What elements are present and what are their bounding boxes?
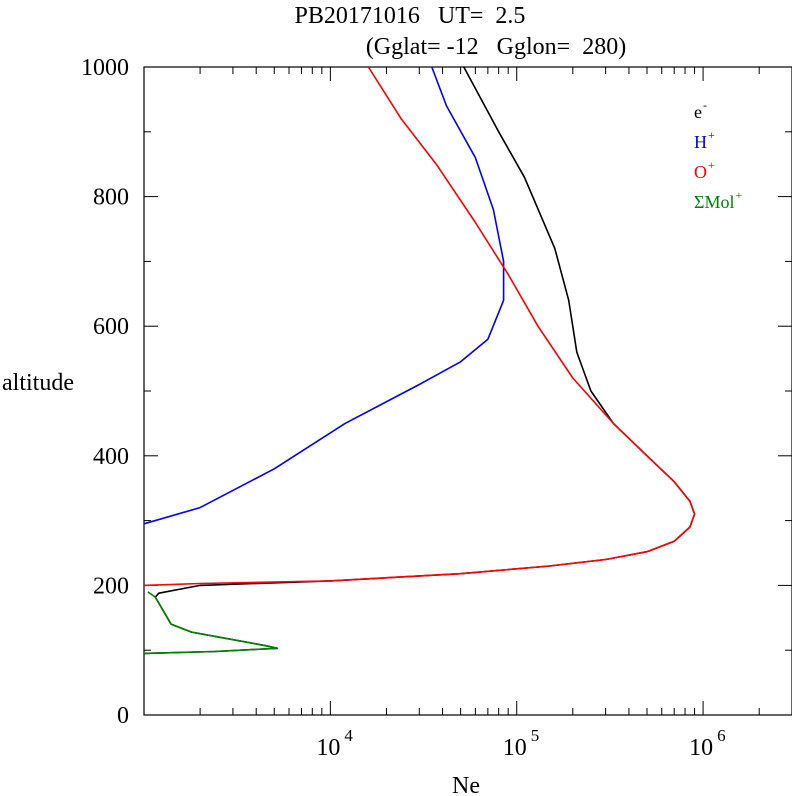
x-tick-label: 10 (689, 735, 713, 761)
x-tick-label-exponent: 5 (531, 726, 540, 745)
x-tick-label: 10 (503, 735, 527, 761)
series-line-1 (143, 66, 505, 525)
legend-item-1-sup: + (708, 128, 715, 142)
legend: e -H +O +ΣMol + (694, 98, 742, 212)
y-tick-label: 600 (93, 314, 129, 340)
x-tick-label-exponent: 4 (344, 726, 353, 745)
y-tick-label: 1000 (81, 55, 129, 81)
legend-item-3: ΣMol (694, 192, 734, 212)
y-tick-label: 200 (93, 573, 129, 599)
legend-item-1: H (694, 132, 707, 152)
x-tick-label: 10 (316, 735, 340, 761)
x-axis-label: Ne (452, 773, 480, 796)
series-line-2 (143, 66, 696, 587)
series-line-0 (143, 66, 696, 655)
y-tick-label: 800 (93, 185, 129, 211)
x-tick-label-exponent: 6 (717, 726, 726, 745)
legend-item-0-sup: - (703, 98, 707, 112)
legend-item-2-sup: + (708, 158, 715, 172)
y-tick-label: 0 (117, 703, 129, 729)
legend-item-2: O (694, 162, 707, 182)
legend-item-3-sup: + (735, 188, 742, 202)
y-tick-label: 400 (93, 444, 129, 470)
series-line-3 (143, 591, 279, 655)
y-axis-label: altitude (2, 370, 74, 396)
chart-title-line1: PB20171016 UT= 2.5 (295, 3, 526, 29)
chart-title-line2: (Gglat= -12 Gglon= 280) (366, 34, 626, 60)
legend-item-0: e (694, 102, 702, 122)
